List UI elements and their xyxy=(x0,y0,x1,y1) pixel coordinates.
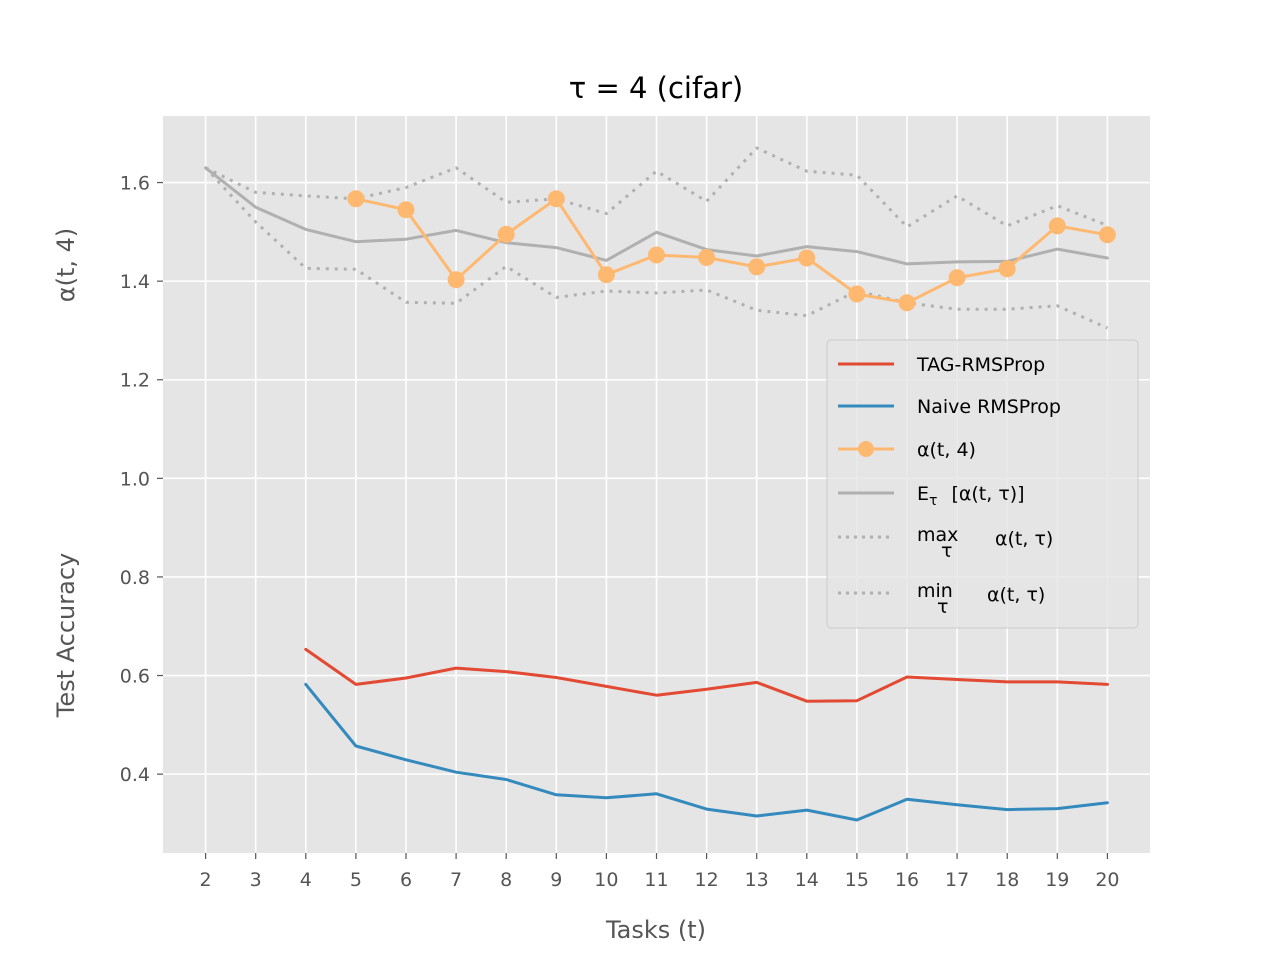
data-point xyxy=(798,249,816,267)
data-point xyxy=(1098,226,1116,244)
y-tick-label: 0.4 xyxy=(120,764,150,786)
series-e-t xyxy=(204,166,1109,266)
legend-label-expectation: Eτ [α(t, τ)] xyxy=(917,483,1025,509)
series-naive-rmsprop xyxy=(304,682,1109,822)
x-tick-label: 2 xyxy=(200,869,212,891)
data-point xyxy=(547,190,565,208)
y-tick-label: 1.2 xyxy=(120,370,150,392)
y-tick-label: 0.6 xyxy=(120,666,150,688)
x-tick-label: 8 xyxy=(500,869,512,891)
x-tick-label: 10 xyxy=(594,869,618,891)
tick-labels: 2 3 4 5 6 7 8 9 10 11 12 13 14 15 16 17 18 19 20 0.4 0.6 0.8 1… xyxy=(120,173,1120,891)
series-line-t-4 xyxy=(354,197,1109,305)
y-axis-label-bottom: Test Accuracy xyxy=(52,553,80,718)
data-point xyxy=(698,249,716,266)
series-group xyxy=(204,146,1116,822)
data-point xyxy=(948,269,966,287)
data-point xyxy=(648,246,665,264)
series-line-naive-rmsprop xyxy=(304,682,1109,822)
y-axis-label-top: α(t, 4) xyxy=(52,228,80,302)
series-line-e-t xyxy=(204,166,1109,266)
data-point xyxy=(447,271,465,289)
legend: TAG-RMSProp Naive RMSProp α(t, 4) Eτ [α(t… xyxy=(826,339,1139,629)
data-point xyxy=(347,190,365,208)
legend-label-max-sub: τ xyxy=(941,540,952,562)
x-tick-label: 3 xyxy=(250,869,262,891)
legend-label-min-sub: τ xyxy=(937,596,948,618)
legend-marker-alpha xyxy=(858,441,874,457)
legend-label-tag-rmsprop: TAG-RMSProp xyxy=(916,354,1045,376)
x-tick-label: 5 xyxy=(350,869,362,891)
series-tag-rmsprop xyxy=(304,647,1109,703)
x-tick-label: 20 xyxy=(1095,869,1119,891)
legend-label-max: max xyxy=(917,524,958,546)
x-tick-label: 6 xyxy=(400,869,412,891)
data-point xyxy=(998,260,1016,278)
legend-label-naive-rmsprop: Naive RMSProp xyxy=(917,396,1061,418)
x-tick-label: 11 xyxy=(644,869,668,891)
x-tick-label: 13 xyxy=(745,869,769,891)
data-point xyxy=(1048,217,1066,235)
x-tick-label: 15 xyxy=(845,869,869,891)
series-t-4 xyxy=(347,190,1116,312)
x-tick-label: 14 xyxy=(795,869,819,891)
data-point xyxy=(597,266,615,284)
legend-label-min-rest: α(t, τ) xyxy=(987,584,1045,606)
x-tick-label: 18 xyxy=(995,869,1019,891)
x-tick-label: 7 xyxy=(450,869,462,891)
series-line-min-t xyxy=(204,166,1109,330)
x-tick-label: 19 xyxy=(1045,869,1069,891)
y-tick-label: 1.4 xyxy=(120,271,150,293)
y-tick-label: 1.0 xyxy=(120,468,150,490)
y-tick-label: 0.8 xyxy=(120,567,150,589)
data-point xyxy=(497,225,515,243)
x-tick-label: 4 xyxy=(300,869,312,891)
x-tick-label: 9 xyxy=(550,869,562,891)
legend-label-min: min xyxy=(917,580,953,602)
x-tick-label: 17 xyxy=(945,869,969,891)
legend-label-alpha: α(t, 4) xyxy=(917,439,976,461)
data-point xyxy=(898,294,916,312)
data-point xyxy=(748,258,766,276)
legend-label-max-rest: α(t, τ) xyxy=(995,528,1053,550)
legend-box xyxy=(826,339,1139,629)
x-tick-label: 12 xyxy=(695,869,719,891)
series-line-tag-rmsprop xyxy=(304,647,1109,703)
x-axis-label: Tasks (t) xyxy=(605,916,706,944)
data-point xyxy=(848,285,866,303)
data-point xyxy=(397,201,415,219)
series-min-t xyxy=(204,166,1109,330)
chart-title: τ = 4 (cifar) xyxy=(569,71,743,105)
y-tick-label: 1.6 xyxy=(120,173,150,195)
x-tick-label: 16 xyxy=(895,869,919,891)
